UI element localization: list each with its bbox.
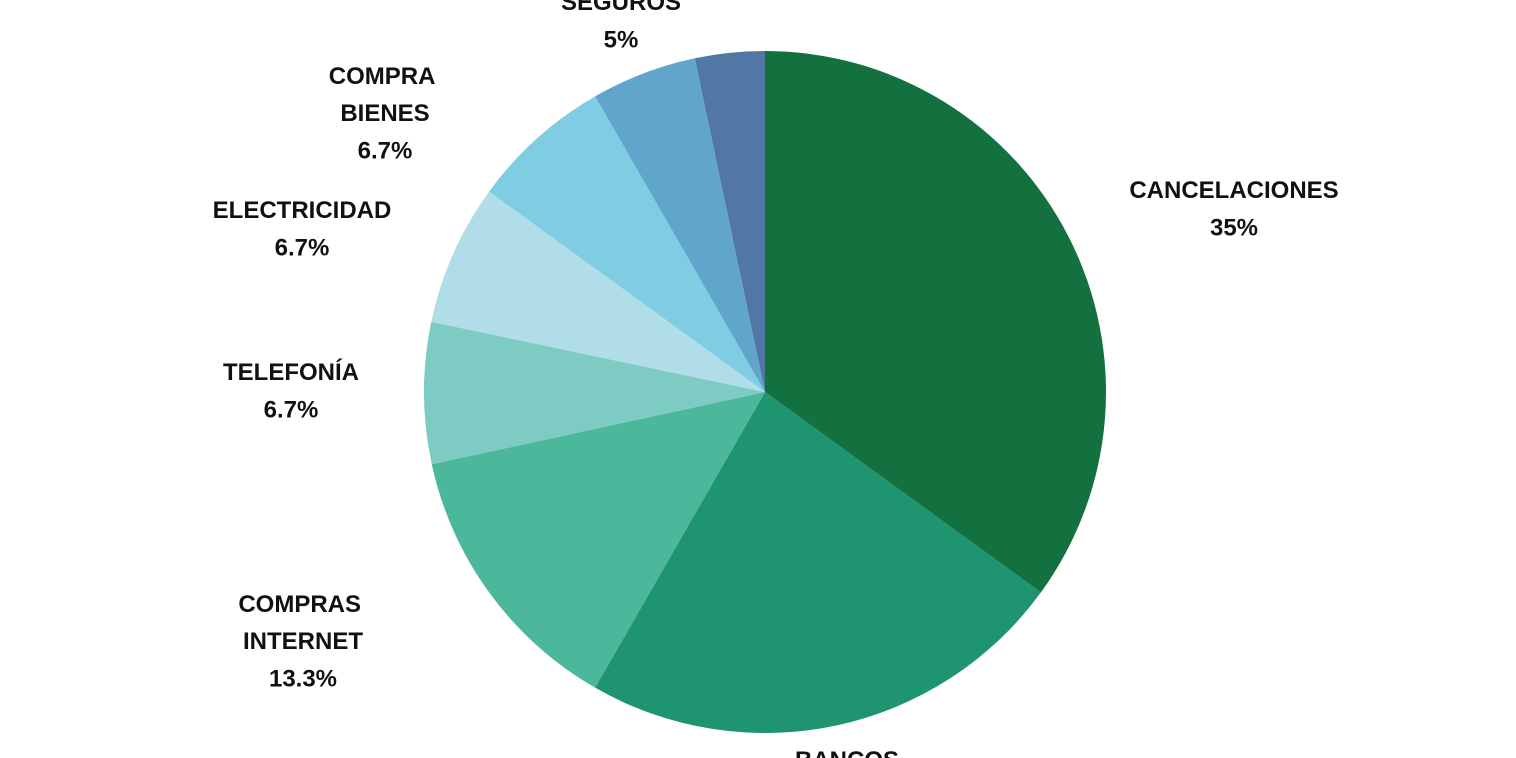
value-label: 35% bbox=[1210, 214, 1258, 241]
value-label: 6.7% bbox=[275, 234, 330, 261]
slice-label: COMPRA BIENES bbox=[329, 63, 441, 127]
slice-label: BANCOS bbox=[795, 747, 899, 758]
value-label: 6.7% bbox=[264, 396, 319, 423]
pie-slice bbox=[765, 51, 1106, 593]
pie-slice bbox=[489, 96, 765, 392]
pie-slice bbox=[431, 392, 765, 688]
value-label: 6.7% bbox=[358, 137, 413, 164]
slice-label: CANCELACIONES bbox=[1129, 177, 1338, 204]
slice-label: ELECTRICIDAD bbox=[213, 197, 392, 224]
slice-label: COMPRAS INTERNET bbox=[238, 591, 367, 655]
value-label: 13.3% bbox=[269, 665, 337, 692]
value-label: 5% bbox=[604, 26, 639, 53]
slice-label: SEGUROS bbox=[561, 0, 681, 16]
pie-slice bbox=[595, 392, 1041, 734]
pie-slice bbox=[423, 321, 765, 465]
pie-slice bbox=[431, 191, 765, 392]
pie-slice bbox=[694, 51, 765, 392]
pie-slice bbox=[595, 58, 765, 392]
slice-label: TELEFONÍA bbox=[223, 358, 359, 386]
